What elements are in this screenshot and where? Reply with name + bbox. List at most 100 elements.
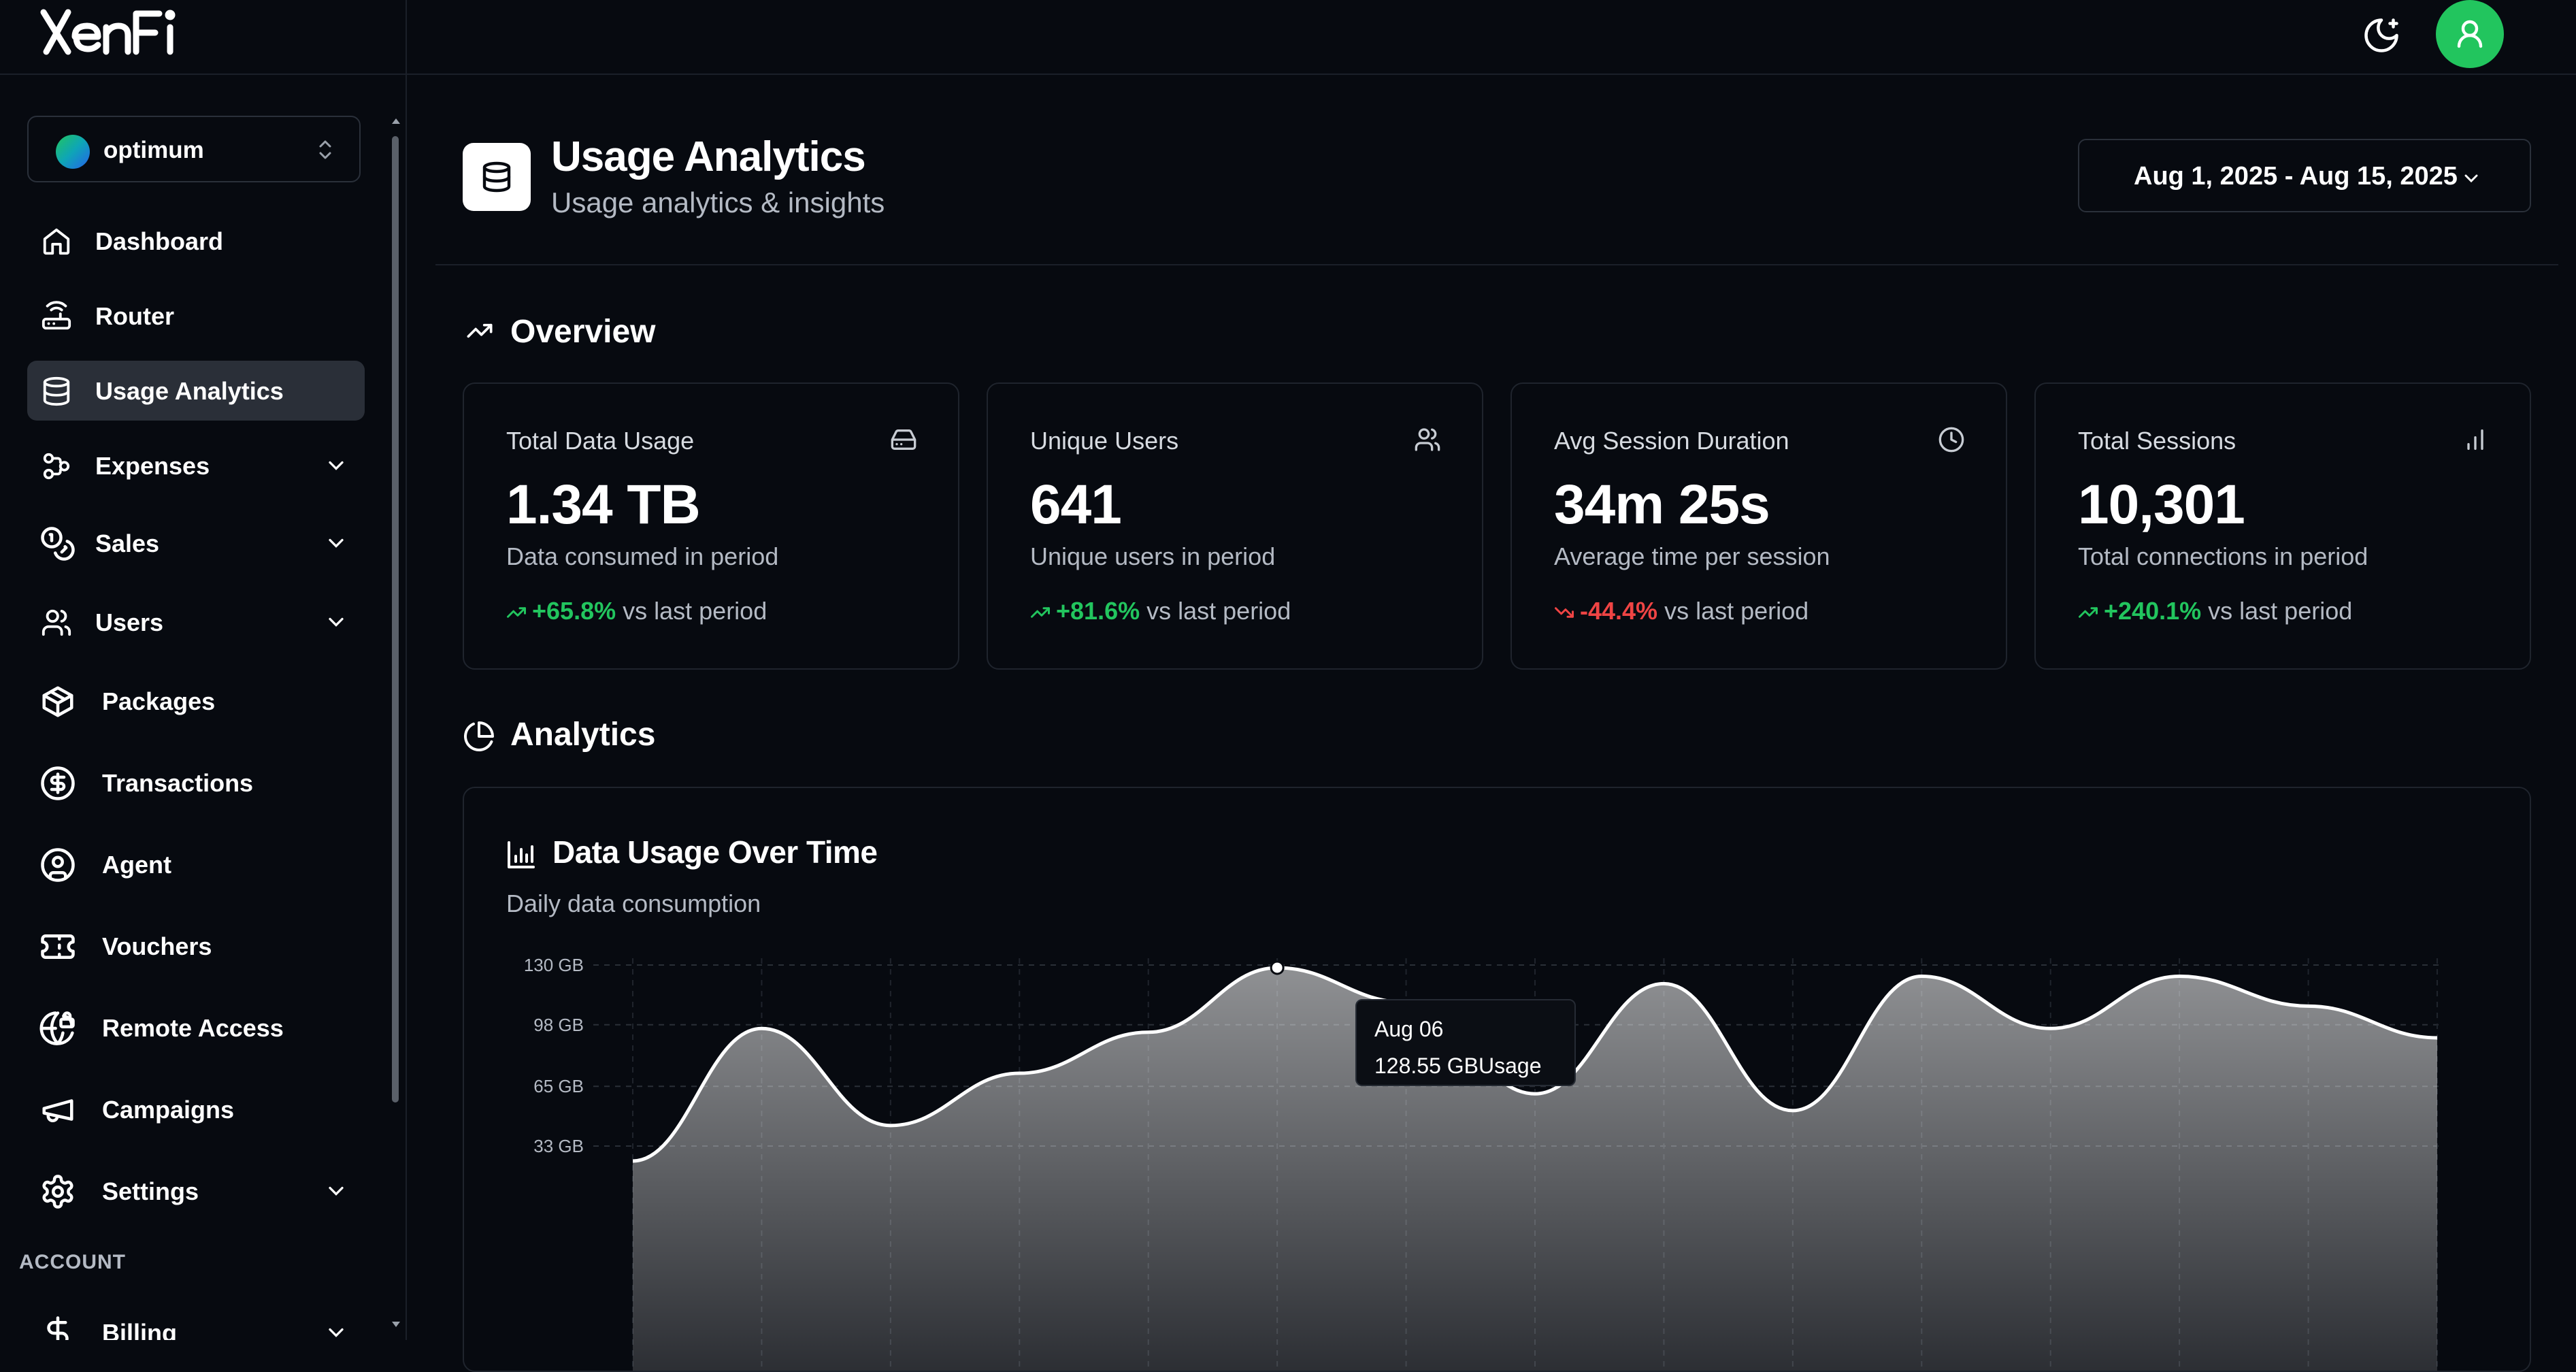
tooltip-date: Aug 06 [1374, 1017, 1444, 1041]
sidebar-item-dashboard[interactable]: Dashboard [27, 211, 365, 271]
sidebar-item-packages[interactable]: Packages [27, 671, 365, 731]
stat-card-total-sessions: Total Sessions 10,301 Total connections … [2034, 382, 2531, 670]
card-change: +240.1% [2104, 597, 2202, 625]
sidebar-header-divider [0, 74, 406, 75]
card-change-suffix: vs last period [1146, 597, 1291, 625]
trending-up-icon [507, 607, 526, 619]
analytics-heading-label: Analytics [510, 717, 656, 753]
user-icon [2457, 20, 2483, 48]
bar-chart-icon [508, 841, 535, 868]
card-description: Average time per session [1554, 542, 1830, 570]
sidebar-item-usage-analytics[interactable]: Usage Analytics [27, 361, 365, 421]
date-range-picker[interactable]: Aug 1, 2025 - Aug 15, 2025 [2078, 139, 2531, 212]
database-icon [482, 161, 511, 193]
stat-card-avg-session-duration: Avg Session Duration 34m 25s Average tim… [1510, 382, 2007, 670]
data-usage-chart-card: Data Usage Over Time Daily data consumpt… [463, 787, 2531, 1372]
sidebar-item-label: Agent [102, 851, 171, 879]
sidebar-item-transactions[interactable]: Transactions [27, 753, 365, 813]
chevron-down-icon[interactable] [324, 610, 348, 634]
sidebar-item-label: Usage Analytics [95, 377, 284, 405]
card-change-suffix: vs last period [1664, 597, 1809, 625]
user-circle-icon [41, 848, 75, 882]
sidebar-item-label: Billing [102, 1319, 177, 1340]
chevron-down-icon[interactable] [324, 531, 348, 555]
chart-tooltip: Aug 06 128.55 GBUsage [1355, 999, 1576, 1086]
y-tick-label: 33 GB [533, 1136, 584, 1156]
usage-area [633, 967, 2437, 1371]
card-title: Unique Users [1030, 427, 1179, 455]
trending-down-icon [1555, 607, 1574, 619]
sidebar-item-sales[interactable]: Sales [27, 513, 365, 573]
card-value: 1.34 TB [506, 474, 701, 536]
users-icon [1415, 428, 1440, 451]
card-change-suffix: vs last period [2208, 597, 2353, 625]
sidebar-item-users[interactable]: Users [27, 592, 365, 652]
y-tick-label: 65 GB [533, 1076, 584, 1096]
card-description: Total connections in period [2078, 542, 2368, 570]
router-icon [42, 301, 71, 330]
trending-up-icon [1031, 607, 1050, 619]
sidebar: optimum Dashboard Router Usage Analytics… [0, 0, 407, 1340]
y-tick-label: 130 GB [524, 955, 584, 975]
scroll-down-arrow-icon[interactable] [391, 1320, 401, 1328]
database-icon [43, 376, 70, 406]
topbar-divider [407, 74, 2576, 75]
sidebar-item-settings[interactable]: Settings [27, 1161, 365, 1221]
stat-card-total-data-usage: Total Data Usage 1.34 TB Data consumed i… [463, 382, 959, 670]
xenfi-logo[interactable] [39, 7, 189, 61]
stat-card-unique-users: Unique Users 641 Unique users in period … [987, 382, 1483, 670]
user-avatar-button[interactable] [2436, 0, 2504, 68]
globe-lock-icon [39, 1011, 75, 1045]
users-icon [42, 609, 71, 636]
sidebar-item-label: Packages [102, 687, 216, 715]
sidebar-item-label: Dashboard [95, 227, 224, 255]
sidebar-item-label: Users [95, 608, 164, 636]
tooltip-value: 128.55 GBUsage [1374, 1054, 1542, 1078]
sidebar-item-agent[interactable]: Agent [27, 834, 365, 894]
sidebar-item-label: Transactions [102, 769, 254, 797]
scroll-up-arrow-icon[interactable] [391, 117, 401, 125]
sidebar-item-billing[interactable]: Billing [27, 1303, 365, 1340]
organization-select[interactable]: optimum [27, 116, 361, 182]
card-change: -44.4% [1580, 597, 1658, 625]
chart-title: Data Usage Over Time [552, 834, 878, 870]
sidebar-scrollbar[interactable] [392, 136, 399, 1102]
chevron-down-icon [2464, 174, 2478, 183]
card-trend: +240.1% vs last period [2078, 596, 2352, 626]
chart-subtitle: Daily data consumption [506, 889, 761, 917]
chevron-down-icon[interactable] [324, 1179, 348, 1203]
sidebar-item-vouchers[interactable]: Vouchers [27, 916, 365, 976]
data-usage-area-chart[interactable]: 130 GB 98 GB 65 GB 33 GB [464, 788, 2531, 1372]
date-range-label: Aug 1, 2025 - Aug 15, 2025 [2134, 162, 2458, 191]
card-title: Total Sessions [2078, 427, 2236, 455]
sidebar-item-campaigns[interactable]: Campaigns [27, 1079, 365, 1139]
gear-icon [42, 1175, 73, 1209]
card-trend: +65.8% vs last period [506, 596, 767, 626]
card-description: Unique users in period [1030, 542, 1276, 570]
pie-chart-icon [464, 721, 494, 751]
card-title: Avg Session Duration [1554, 427, 1789, 455]
y-tick-label: 98 GB [533, 1015, 584, 1035]
organization-avatar [56, 135, 90, 169]
chevron-down-icon[interactable] [324, 1320, 348, 1340]
chevrons-up-down-icon [317, 137, 333, 162]
active-data-point[interactable] [1270, 960, 1285, 975]
account-section-label: ACCOUNT [19, 1251, 126, 1273]
sidebar-item-remote-access[interactable]: Remote Access [27, 998, 365, 1058]
header-divider [435, 264, 2558, 265]
sidebar-item-router[interactable]: Router [27, 286, 365, 346]
sidebar-item-label: Sales [95, 529, 160, 557]
sidebar-item-label: Expenses [95, 452, 210, 480]
dollar-circle-icon [41, 766, 75, 800]
theme-toggle-button[interactable] [2361, 15, 2402, 56]
sidebar-item-expenses[interactable]: Expenses [27, 436, 365, 495]
dollar-icon [47, 1316, 69, 1340]
megaphone-icon [42, 1099, 73, 1122]
page-subtitle: Usage analytics & insights [551, 186, 885, 218]
sidebar-item-label: Campaigns [102, 1096, 235, 1124]
card-trend: +81.6% vs last period [1030, 596, 1291, 626]
chevron-down-icon[interactable] [324, 453, 348, 478]
bar-chart-icon [2467, 429, 2483, 450]
workflow-icon [43, 453, 70, 480]
card-value: 34m 25s [1554, 474, 1770, 536]
